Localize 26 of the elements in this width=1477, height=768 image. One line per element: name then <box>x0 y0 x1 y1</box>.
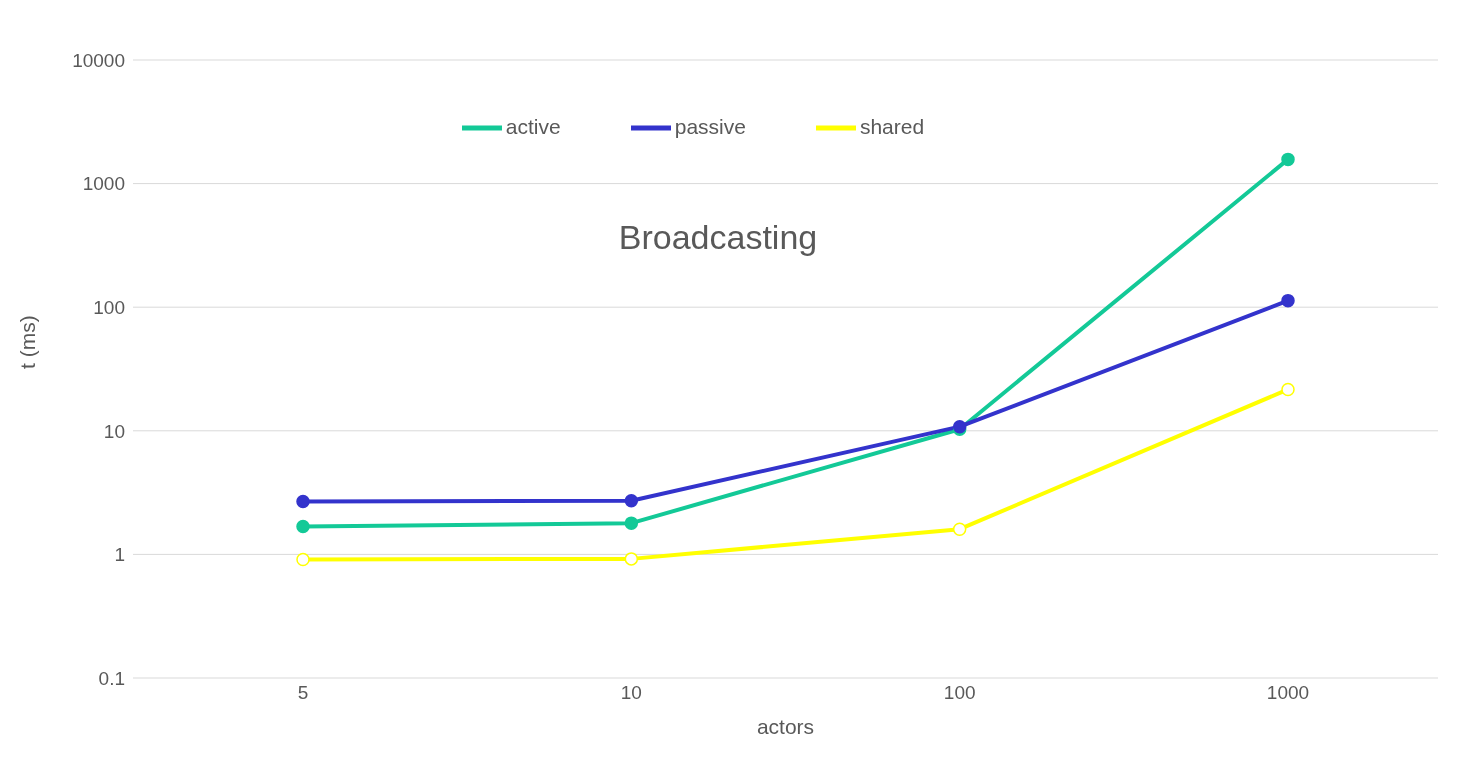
x-tick-label: 10 <box>620 682 642 704</box>
y-axis-title: t (ms) <box>16 315 40 369</box>
y-tick-label: 1000 <box>82 173 125 195</box>
y-tick-label: 0.1 <box>98 667 125 689</box>
point <box>624 493 639 508</box>
y-tick-label: 10 <box>103 420 125 442</box>
point <box>1281 382 1295 397</box>
x-tick-label: 100 <box>943 682 976 704</box>
y-tick-label: 100 <box>93 296 125 318</box>
x-tick-label: 1000 <box>1266 682 1310 704</box>
x-tick-label: 5 <box>297 682 309 704</box>
text: Broadcasting <box>617 218 819 257</box>
point <box>624 516 639 530</box>
point <box>624 552 639 566</box>
point <box>1281 152 1295 167</box>
legend-label: shared <box>859 114 925 138</box>
point <box>296 494 310 509</box>
point <box>296 519 310 534</box>
y-tick-label: 1 <box>114 544 125 566</box>
point <box>952 522 967 536</box>
x-axis-title: actors <box>756 715 815 738</box>
legend-label: passive <box>674 114 746 138</box>
legend-label: active <box>505 114 561 138</box>
point <box>1281 293 1295 308</box>
point <box>296 552 310 567</box>
y-tick-label: 10000 <box>72 49 125 71</box>
